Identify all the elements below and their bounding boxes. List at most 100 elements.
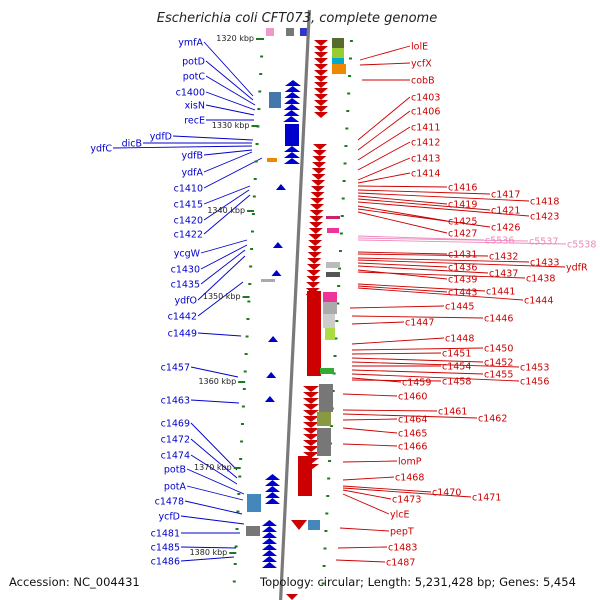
gene-leader-line: [342, 443, 398, 447]
scale-tick: [349, 40, 353, 42]
scale-tick: [234, 545, 238, 548]
gene-feature: [314, 100, 328, 106]
gene-label-c1441: c1441: [486, 287, 515, 298]
gene-feature: [303, 428, 319, 434]
gene-leader-line: [203, 41, 254, 97]
gene-label-c1443: c1443: [448, 288, 477, 299]
scale-tick: [332, 372, 336, 375]
gene-feature: [283, 116, 300, 122]
scale-label: 1320 kbp: [216, 34, 254, 43]
gene-feature: [284, 98, 301, 104]
scale-tick: [329, 425, 333, 427]
gene-leader-line: [342, 489, 392, 500]
scale-tick: [345, 127, 349, 130]
gene-label-recE: recE: [184, 116, 205, 127]
gene-label-c1418: c1418: [530, 197, 559, 208]
gene-label-potC: potC: [183, 72, 206, 83]
gene-label-c1442: c1442: [168, 312, 197, 323]
scale-label: 1350 kbp: [203, 292, 241, 301]
gene-leader-line: [357, 237, 529, 242]
gene-feature: [265, 474, 280, 480]
scale-tick: [338, 250, 342, 252]
gene-label-c1414: c1414: [411, 169, 440, 180]
gene-feature: [307, 246, 322, 252]
gene-feature: [311, 168, 326, 174]
scale-tick: [258, 90, 262, 93]
gene-leader-line: [342, 409, 438, 412]
gene-label-ydfO: ydfO: [175, 296, 197, 307]
gene-leader-line: [351, 337, 445, 345]
scale-tick: [239, 458, 243, 460]
gene-leader-line: [357, 265, 489, 274]
gene-leader-line: [351, 373, 520, 382]
gene-label-ydfB: ydfB: [181, 151, 203, 162]
gene-feature: [326, 272, 340, 277]
gene-label-c1412: c1412: [411, 138, 440, 149]
gene-leader-line: [342, 485, 432, 493]
gene-feature: [284, 152, 300, 158]
scale-tick: [244, 353, 248, 355]
gene-feature: [308, 520, 320, 530]
scale-tick: [233, 563, 237, 565]
gene-feature: [307, 291, 321, 376]
gene-feature: [261, 279, 275, 282]
scale-tick: [348, 75, 352, 77]
gene-feature: [303, 452, 319, 458]
track-stub: [266, 28, 274, 36]
gene-label-c1448: c1448: [445, 334, 474, 345]
gene-label-c1438: c1438: [526, 274, 555, 285]
scale-tick: [255, 143, 259, 145]
gene-leader-line: [351, 357, 484, 363]
gene-feature: [303, 410, 319, 416]
scale-tick: [341, 197, 345, 200]
gene-feature: [320, 368, 334, 374]
scale-tick: [240, 440, 244, 443]
gene-label-c1471: c1471: [472, 493, 501, 504]
gene-label-c1421: c1421: [491, 206, 520, 217]
gene-label-c1460: c1460: [398, 392, 427, 403]
track-stub: [286, 28, 294, 36]
scale-label: 1370 kbp: [194, 463, 232, 472]
gene-feature: [262, 544, 277, 550]
gene-label-c1459: c1459: [402, 378, 431, 389]
scale-major-tick: [247, 210, 255, 212]
gene-leader-line: [357, 141, 411, 171]
gene-feature: [312, 162, 327, 168]
gene-label-c1426: c1426: [491, 223, 520, 234]
gene-feature: [247, 494, 261, 512]
gene-feature: [285, 80, 301, 86]
gene-label-potD: potD: [182, 57, 205, 68]
gene-leader-line: [180, 546, 237, 549]
gene-feature: [286, 594, 298, 600]
gene-label-c5537: c5537: [529, 237, 558, 248]
gene-leader-line: [351, 369, 484, 375]
scale-tick: [241, 405, 245, 408]
gene-leader-line: [359, 45, 411, 61]
gene-leader-line: [112, 145, 253, 149]
gene-feature: [246, 526, 260, 536]
scale-tick: [249, 265, 253, 268]
gene-label-c1416: c1416: [448, 183, 477, 194]
gene-label-dicB: dicB: [122, 139, 142, 150]
gene-leader-line: [357, 271, 526, 279]
gene-feature: [311, 174, 326, 180]
gene-feature: [265, 498, 280, 504]
gene-label-ycfX: ycfX: [411, 59, 432, 70]
gene-leader-line: [357, 195, 448, 205]
gene-feature: [284, 146, 300, 152]
scale-major-tick: [238, 381, 246, 383]
scale-tick: [346, 110, 350, 112]
scale-tick: [250, 248, 254, 250]
gene-label-c1453: c1453: [520, 363, 549, 374]
gene-feature: [308, 240, 323, 246]
gene-leader-line: [357, 259, 566, 268]
gene-feature: [265, 492, 280, 498]
gene-leader-line: [335, 559, 386, 563]
scale-tick: [348, 57, 352, 60]
gene-feature: [314, 58, 328, 64]
gene-feature: [314, 94, 328, 100]
gene-leader-line: [357, 189, 491, 195]
gene-label-c1423: c1423: [530, 212, 559, 223]
scale-tick: [253, 178, 257, 180]
